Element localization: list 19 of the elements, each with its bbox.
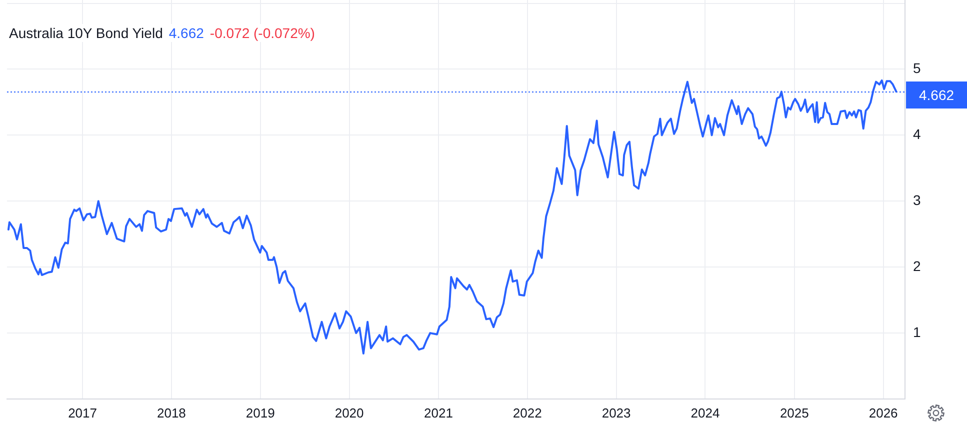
x-tick-label: 2021 — [424, 405, 453, 420]
x-tick-label: 2020 — [334, 405, 364, 420]
x-tick-label: 2026 — [868, 405, 898, 420]
annotation: -0.072 (-0.072%) — [210, 25, 315, 41]
x-tick-label: 2025 — [780, 405, 809, 420]
y-tick-label: 3 — [913, 192, 921, 208]
x-tick-label: 2018 — [156, 405, 186, 420]
ref-line-label: 4.662 — [918, 86, 954, 103]
x-tick-label: 2022 — [512, 405, 542, 420]
x-tick-label: 2019 — [246, 405, 275, 420]
y-tick-label: 2 — [913, 258, 921, 274]
x-tick-label: 2024 — [690, 405, 720, 420]
x-tick-label: 2017 — [68, 405, 97, 420]
y-tick-label: 5 — [913, 60, 921, 76]
x-tick-label: 2023 — [602, 405, 631, 420]
annotation: 4.662 — [168, 25, 204, 41]
y-tick-label: 4 — [913, 126, 921, 142]
text: Australia 10Y Bond Yield — [9, 25, 163, 41]
y-tick-label: 1 — [913, 324, 921, 340]
